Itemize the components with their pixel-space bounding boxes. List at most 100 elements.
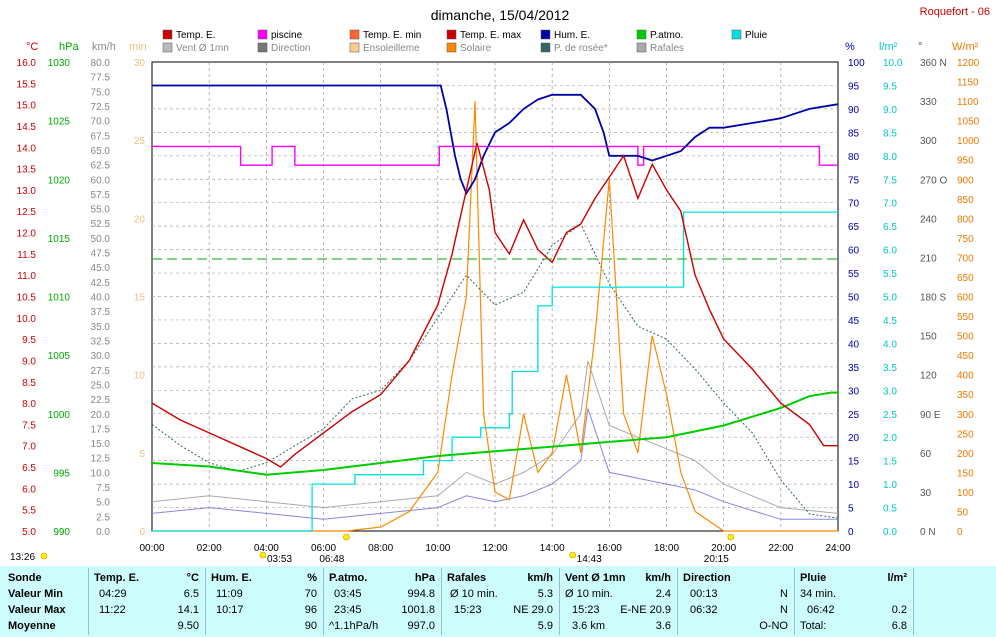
hum-tick: 60 [848,246,860,257]
temp-tick: 11.5 [17,250,36,261]
temp-tick: 8.5 [22,378,36,389]
pressure-tick: 1000 [48,410,71,421]
rain-tick: 1.0 [883,480,897,491]
vent-avg-val: 2.4 [655,588,671,600]
patmo-min-time: 03:45 [334,588,362,600]
wind-tick: 37.5 [91,307,111,318]
wind-tick: 0.0 [96,527,110,538]
vent-avg-label: Ø 10 min. [565,588,613,600]
rain-tick: 6.0 [883,246,897,257]
temp-tick: 9.0 [22,356,36,367]
rain-tick: 5.0 [883,293,897,304]
solar-tick: 50 [957,507,969,518]
legend-swatch [540,42,551,53]
legend-item: piscine [271,30,303,41]
pressure-tick: 995 [53,468,70,479]
dir-tick: 60 [920,449,932,460]
x-tick: 04:00 [254,543,279,554]
legend: Temp. E. piscine Temp. E. min Temp. E. max H… [162,29,768,54]
axis-unit: min [129,41,147,53]
pluie-duration: 34 min. [800,588,837,600]
rain-tick: 7.5 [883,175,897,186]
summary-rafales: Rafales km/h Ø 10 min. 5.3 15:23 NE 29.0… [442,566,559,637]
temp-tick: 15.0 [17,101,37,112]
wind-tick: 27.5 [91,366,111,377]
minute-tick: 10 [134,371,146,382]
temp-tick: 9.5 [22,335,36,346]
legend-item: Vent Ø 1mn [176,43,229,54]
pluie-max-time: 06:42 [807,604,835,616]
x-tick: 08:00 [368,543,393,554]
x-tick: 16:00 [597,543,622,554]
solar-tick: 1200 [957,58,980,69]
x-tick: 18:00 [654,543,679,554]
legend-swatch [162,29,173,40]
solar-tick: 900 [957,175,974,186]
temp-tick: 11.0 [17,271,36,282]
wind-tick: 57.5 [91,190,111,201]
temp-min-time: 04:29 [99,588,127,600]
axis-unit: hPa [59,41,79,53]
patmo-avg-val: 997.0 [407,620,435,632]
wind-tick: 50.0 [91,234,111,245]
rain-tick: 8.0 [883,152,897,163]
rain-tick: 0.5 [883,504,897,515]
dir-tick: 210 [920,253,937,264]
wind-tick: 55.0 [91,205,111,216]
dir-tick: 150 [920,332,937,343]
hum-title: Hum. E. [211,572,252,584]
hum-tick: 100 [848,58,865,69]
wind-tick: 10.0 [91,468,111,479]
moon-marker-b-time: 14:43 [577,554,602,565]
series-hum-e- [152,84,839,196]
legend-swatch [540,29,551,40]
hum-tick: 65 [848,222,860,233]
solar-tick: 650 [957,273,974,284]
legend-swatch [349,29,360,40]
legend-swatch [636,29,647,40]
solar-tick: 250 [957,429,974,440]
vent-unit: km/h [645,572,671,584]
rain-tick: 5.5 [883,269,897,280]
plot-area [151,61,839,532]
rain-tick: 2.0 [883,433,897,444]
rain-tick: 8.5 [883,128,897,139]
hum-avg-val: 90 [304,620,317,632]
pressure-tick: 1020 [48,175,71,186]
series-vent-mn [151,408,838,520]
rain-tick: 3.0 [883,386,897,397]
minute-tick: 20 [134,214,146,225]
rain-tick: 2.5 [883,410,897,421]
x-tick: 14:00 [540,543,565,554]
legend-item: Temp. E. min [363,30,421,41]
wind-tick: 5.0 [96,498,110,509]
hum-tick: 25 [848,410,860,421]
wind-tick: 60.0 [91,175,111,186]
patmo-max-time: 23:45 [334,604,362,616]
vent-distance: 3.6 km [572,620,606,632]
weather-chart: dimanche, 15/04/2012 Roquefort - 06 Temp… [10,6,990,565]
wind-tick: 17.5 [91,424,111,435]
sun-events: 06:48 20:15 03:53 14:43 13:26 [10,533,735,565]
temp-unit: °C [186,572,199,584]
legend-item: Ensoleilleme [363,43,420,54]
hum-max-val: 96 [304,604,317,616]
wind-tick: 40.0 [91,293,111,304]
temp-tick: 6.5 [22,463,36,474]
rain-tick: 10.0 [883,58,903,69]
temp-title: Temp. E. [94,572,140,584]
legend-item: Direction [271,43,310,54]
rain-tick: 6.5 [883,222,897,233]
wind-tick: 45.0 [91,263,111,274]
x-tick: 12:00 [482,543,507,554]
wind-tick: 80.0 [91,58,111,69]
hum-tick: 90 [848,105,860,116]
x-tick: 06:00 [311,543,336,554]
dir-tick: 300 [920,136,937,147]
hum-tick: 15 [848,457,860,468]
pressure-tick: 1005 [48,351,71,362]
solar-tick: 150 [957,468,974,479]
moonrise-time: 13:26 [10,552,35,563]
minute-tick: 15 [134,293,146,304]
temp-tick: 14.5 [17,122,37,133]
